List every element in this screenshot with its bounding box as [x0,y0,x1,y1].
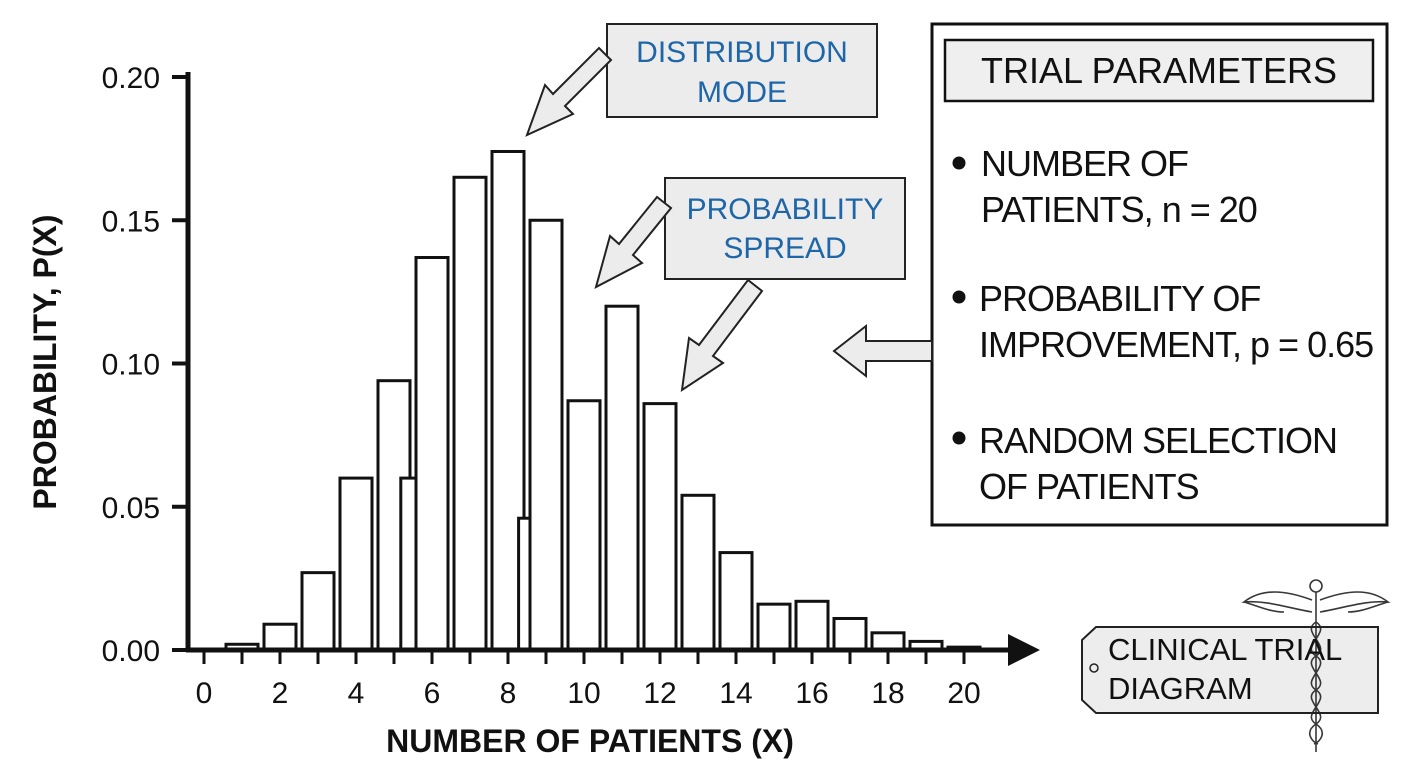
x-tick-label: 16 [795,677,828,710]
panel-frame [930,22,1389,527]
y-tick-label: 0.20 [102,62,160,95]
panel-pointer-arrow [832,323,933,379]
x-axis-arrowhead [1008,634,1040,666]
param-1-line2: PATIENTS, n = 20 [981,189,1257,230]
bar-19 [870,631,906,652]
spread-pointer-arrow-upper [594,195,673,289]
bullet-icon [952,431,966,445]
x-tick-label: 4 [348,677,365,710]
bar-10 [528,218,564,652]
spread-pointer-arrow-lower [680,278,764,393]
bullet-icon [952,290,966,304]
bar-17 [794,599,830,652]
y-axis-ticks: 0.00 0.05 0.10 0.15 0.20 [102,62,188,668]
bar-12 [604,304,640,652]
tag-hole-icon [1089,663,1099,673]
callout-mode-line2: MODE [697,76,787,109]
bar-2 [300,571,336,652]
bar-13 [642,402,678,652]
tag-line2: DIAGRAM [1108,671,1253,706]
x-tick-label: 0 [196,677,213,710]
param-2-line1: PROBABILITY OF [979,278,1260,319]
bar-8 [490,149,526,652]
panel-title-box [943,38,1375,103]
x-axis-ticks: 0 2 4 6 8 10 12 14 16 18 20 [196,650,981,710]
bar-18 [832,616,868,652]
y-tick-label: 0.05 [102,492,160,525]
x-axis-title: NUMBER OF PATIENTS (X) [386,723,794,759]
tag-shape [1081,626,1379,714]
param-3-line1: RANDOM SELECTION [979,420,1337,461]
mode-pointer-arrow [525,46,613,137]
bar-15 [718,551,754,652]
x-tick-label: 14 [719,677,752,710]
callout-mode-line1: DISTRIBUTION [636,36,848,69]
bar-16 [756,602,792,652]
y-axis-title: PROBABILITY, P(X) [27,214,63,509]
x-tick-label: 2 [272,677,289,710]
bar-7 [452,175,488,652]
param-3-line2: OF PATIENTS [979,466,1199,507]
x-tick-label: 18 [871,677,904,710]
tag-line1: CLINICAL TRIAL [1108,632,1342,667]
bullet-icon [952,156,966,170]
bar-6 [414,255,450,652]
x-tick-label: 20 [947,677,980,710]
callout-probability-spread: PROBABILITY SPREAD [594,177,906,393]
y-tick-label: 0.15 [102,205,160,238]
x-tick-label: 8 [500,677,517,710]
bar-1 [262,622,298,652]
bars [224,149,982,652]
y-tick-label: 0.00 [102,635,160,668]
bar-11 [566,399,602,652]
callout-spread-line2: SPREAD [723,232,846,265]
trial-parameters-panel: TRIAL PARAMETERS NUMBER OF PATIENTS, n =… [832,22,1389,527]
x-tick-label: 10 [567,677,600,710]
callout-distribution-mode: DISTRIBUTION MODE [525,23,878,137]
clinical-trial-tag: CLINICAL TRIAL DIAGRAM [1081,579,1391,752]
callout-mode-box [606,23,878,118]
callout-spread-line1: PROBABILITY [687,193,884,226]
x-tick-label: 6 [424,677,441,710]
param-1-line1: NUMBER OF [981,143,1188,184]
x-tick-label: 12 [643,677,676,710]
caduceus-icon [1241,579,1391,752]
panel-title: TRIAL PARAMETERS [981,50,1337,91]
bar-3 [338,476,374,652]
callout-spread-box [664,177,906,280]
y-tick-label: 0.10 [102,349,160,382]
param-2-line2: IMPROVEMENT, p = 0.65 [979,324,1373,365]
bar-14 [680,493,716,652]
